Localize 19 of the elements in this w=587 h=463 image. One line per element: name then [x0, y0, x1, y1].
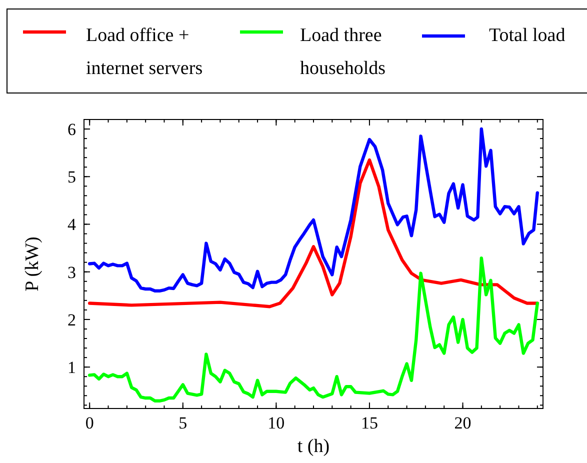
y-axis-title: P (kW)	[22, 236, 43, 292]
x-tick-label: 5	[178, 414, 188, 432]
y-tick-label: 1	[68, 358, 76, 378]
x-axis-title: t (h)	[297, 436, 330, 457]
y-tick-label: 3	[68, 262, 76, 282]
y-tick-label: 2	[68, 310, 76, 330]
y-tick-label: 4	[68, 215, 76, 234]
line-series	[88, 127, 539, 292]
legend-label: Load three households	[300, 25, 386, 79]
x-tick-label: 20	[454, 414, 472, 432]
y-tick-label: 6	[68, 120, 76, 140]
legend-label: Total load	[489, 25, 566, 46]
legend-label: Load office + internet servers	[86, 25, 203, 79]
x-tick-label: 0	[85, 414, 94, 432]
y-tick-label: 5	[68, 168, 76, 187]
line-series	[88, 256, 539, 402]
x-tick-label: 15	[360, 414, 378, 432]
x-tick-label: 10	[268, 414, 285, 432]
line-series	[88, 158, 539, 308]
